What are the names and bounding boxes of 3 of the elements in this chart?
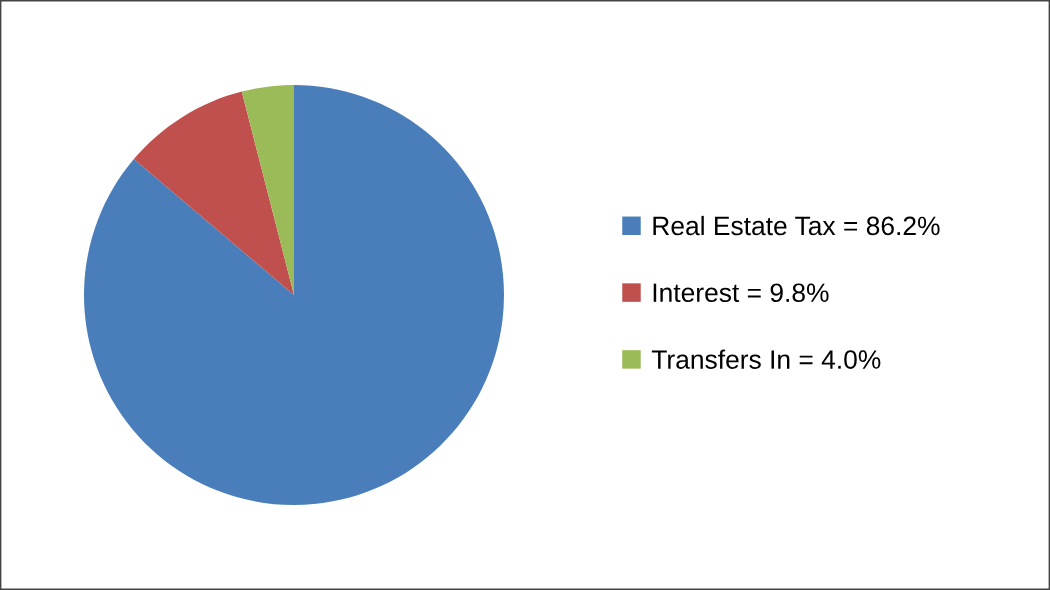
legend-label: Real Estate Tax = 86.2% — [653, 215, 940, 236]
legend-label: Interest = 9.8% — [653, 283, 829, 303]
legend-label: Transfers In = 4.0% — [651, 349, 881, 369]
